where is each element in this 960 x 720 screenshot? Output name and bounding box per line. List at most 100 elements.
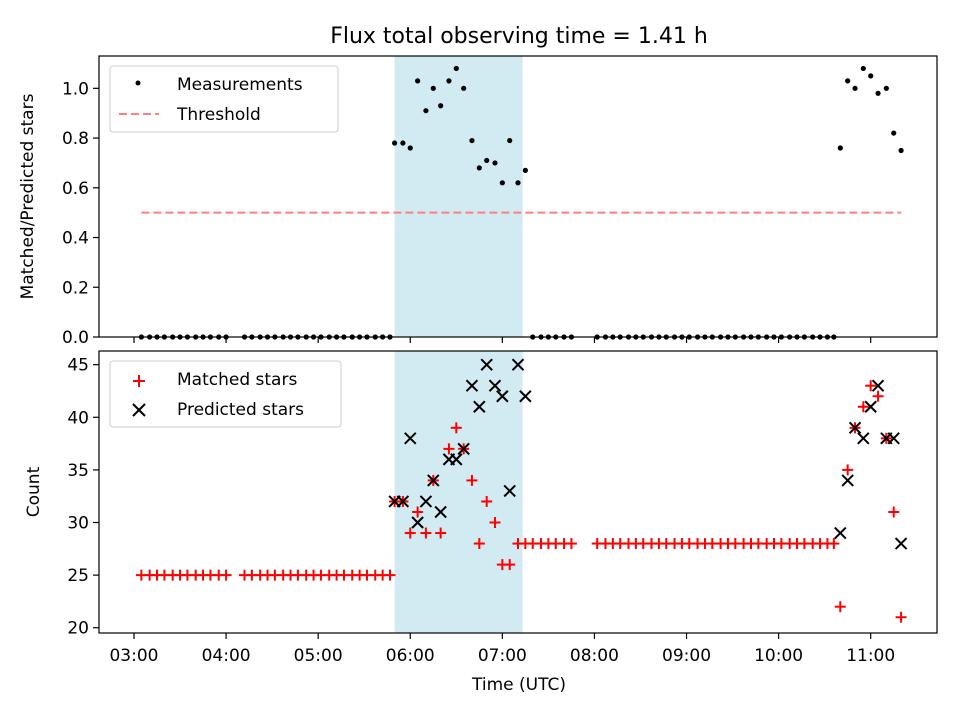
predicted-stars-point — [519, 390, 532, 403]
measurement-point — [484, 157, 490, 164]
measurement-point — [875, 90, 881, 96]
predicted-stars-point — [396, 495, 410, 508]
predicted-stars-point — [488, 379, 502, 392]
y-tick-label: 1.0 — [62, 79, 89, 99]
predicted-stars-point — [848, 421, 862, 435]
x-tick-label: 09:00 — [662, 646, 711, 666]
predicted-stars-point — [473, 400, 486, 413]
matched-stars-point — [435, 527, 447, 539]
bottom-legend-box — [109, 360, 342, 428]
predicted-stars-point — [857, 432, 870, 445]
measurement-point — [453, 65, 459, 72]
x-tick-label: 05:00 — [294, 646, 343, 666]
top-legend-box — [109, 65, 339, 133]
legend-matched-marker — [133, 375, 145, 387]
matched-stars-point — [895, 611, 907, 623]
matched-stars-point — [834, 601, 846, 613]
y-tick-label: 30 — [67, 514, 89, 534]
predicted-stars-point — [864, 400, 877, 413]
flux-ratio-panel: 0.0 0.2 0.4 0.6 0.8 1.0 Matched/Predicted sta… — [18, 55, 938, 348]
legend-measurements-marker — [135, 80, 141, 86]
y-tick-label: 45 — [67, 356, 89, 376]
predicted-stars-point — [503, 484, 516, 498]
measurement-point — [507, 137, 513, 144]
y-tick-label: 40 — [67, 408, 89, 428]
measurement-point — [891, 130, 897, 136]
measurement-point — [845, 78, 851, 84]
y-tick-label: 0.4 — [62, 229, 89, 249]
predicted-stars-point — [427, 474, 440, 487]
top-panel-x-ticks — [133, 337, 872, 343]
predicted-stars-point — [887, 432, 900, 445]
matched-stars-point — [466, 474, 478, 486]
top-panel-y-axis: 0.0 0.2 0.4 0.6 0.8 1.0 — [62, 79, 99, 348]
measurement-point — [469, 137, 475, 144]
predicted-stars-point — [434, 505, 447, 519]
matched-stars-point — [420, 527, 432, 539]
legend-predicted-label: Predicted stars — [177, 400, 304, 420]
star-count-panel: 20 25 30 35 40 45 03:00 04:00 05:00 06:00 07:00 08… — [24, 350, 938, 695]
matched-stars-point — [872, 390, 884, 402]
bottom-panel-marks — [135, 358, 908, 623]
x-tick-label: 07:00 — [478, 646, 527, 666]
legend-threshold-label: Threshold — [176, 105, 261, 125]
measurement-point — [461, 85, 467, 91]
legend-measurements-label: Measurements — [177, 75, 303, 95]
measurement-point — [400, 140, 406, 146]
y-tick-label: 25 — [67, 566, 89, 586]
measurement-point — [522, 167, 528, 173]
matched-stars-point — [857, 401, 869, 413]
legend-matched-label: Matched stars — [177, 370, 297, 390]
bottom-panel-highlight-window — [394, 351, 523, 633]
matched-stars-point — [865, 380, 877, 392]
top-panel-highlight-window — [394, 56, 523, 337]
predicted-stars-point — [496, 390, 509, 403]
matched-stars-point — [842, 464, 854, 476]
predicted-stars-point — [511, 358, 525, 371]
matched-stars-point — [504, 559, 516, 571]
measurement-point — [430, 85, 436, 91]
bottom-panel-x-axis: 03:00 04:00 05:00 06:00 07:00 08:00 09:00 10:00… — [109, 633, 895, 666]
chart-title: Flux total observing time = 1.41 h — [330, 24, 708, 49]
y-tick-label: 0.6 — [62, 179, 89, 199]
y-tick-label: 35 — [67, 461, 89, 481]
matched-stars-point — [473, 538, 485, 550]
matched-stars-point — [489, 517, 501, 529]
top-panel-legend: Measurements Threshold — [109, 65, 339, 133]
bottom-panel-legend: Matched stars Predicted stars — [109, 360, 342, 428]
measurement-point — [492, 160, 498, 166]
measurement-point — [438, 103, 444, 109]
matched-stars-point — [888, 506, 900, 518]
y-tick-label: 0.0 — [62, 328, 89, 348]
measurement-point — [499, 180, 505, 186]
matched-stars-point — [384, 569, 396, 581]
y-tick-label: 20 — [67, 619, 89, 639]
measurement-point — [415, 78, 421, 84]
y-tick-label: 0.2 — [62, 278, 89, 298]
matched-stars-point — [565, 538, 577, 550]
predicted-stars-point — [834, 526, 847, 540]
predicted-stars-point — [411, 516, 424, 529]
legend-predicted-marker — [132, 403, 146, 417]
predicted-stars-point — [841, 474, 854, 487]
predicted-stars-point — [457, 442, 470, 456]
measurement-point — [868, 73, 874, 79]
predicted-stars-point — [450, 453, 463, 466]
measurement-point — [837, 145, 843, 151]
predicted-stars-point — [419, 495, 433, 508]
matched-stars-point — [450, 422, 462, 434]
x-tick-label: 04:00 — [202, 646, 251, 666]
predicted-stars-point — [480, 358, 493, 371]
measurement-point — [515, 180, 521, 186]
measurement-point — [852, 85, 858, 91]
x-tick-label: 08:00 — [570, 646, 619, 666]
x-tick-label: 10:00 — [754, 646, 803, 666]
matched-stars-point — [412, 506, 424, 518]
bottom-panel-frame — [98, 350, 938, 634]
measurement-point — [446, 78, 452, 84]
bottom-panel-y-axis: 20 25 30 35 40 45 — [67, 356, 99, 639]
predicted-stars-point — [871, 379, 885, 392]
measurement-point — [898, 147, 904, 154]
predicted-stars-point — [404, 432, 417, 445]
